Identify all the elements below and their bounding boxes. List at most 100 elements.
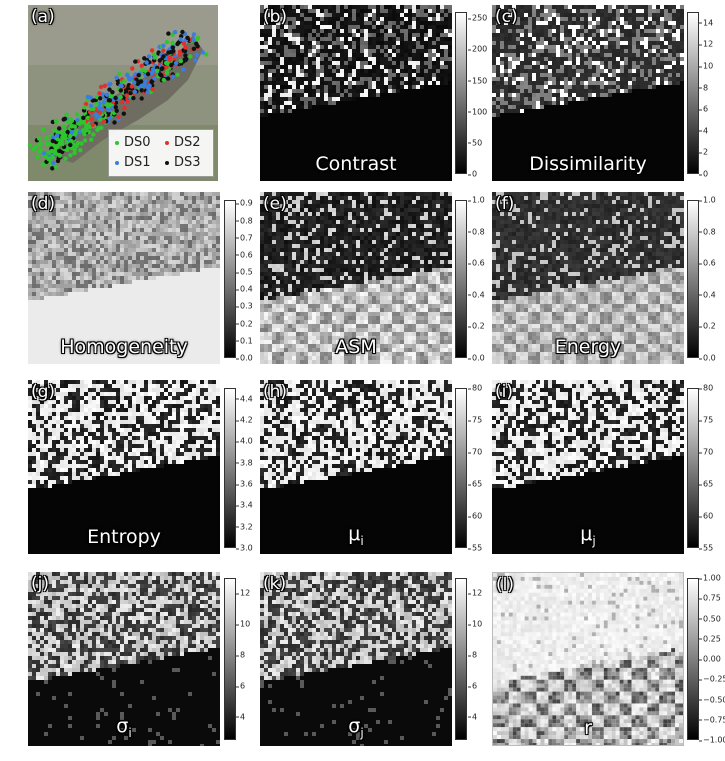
legend-item-ds0: DS0 [115, 135, 151, 150]
colorbar-tick-label: 12 [698, 40, 713, 49]
colorbar [687, 12, 699, 174]
title-main: σ [348, 715, 360, 737]
legend-item-ds2: DS2 [165, 135, 201, 150]
satellite-image-with-ds-points: (a) DS0 DS2 DS1 DS3 [28, 5, 218, 181]
colorbar-tick-label: 0.75 [699, 594, 721, 603]
colorbar-tick-label: 0.00 [699, 655, 721, 664]
map-title: σj [260, 715, 452, 740]
colorbar-tick-label: 250 [467, 14, 487, 23]
colorbar-tick-label: 3.0 [236, 544, 253, 553]
colorbar [224, 578, 236, 740]
colorbar-tick-label: 0.3 [236, 302, 253, 311]
ds3-dot-icon [165, 160, 169, 165]
panel-label: (k) [263, 574, 286, 594]
colorbar-tick-label: 14 [698, 18, 713, 27]
colorbar-tick-label: 3.4 [236, 501, 253, 510]
panel-label: (b) [263, 7, 287, 27]
colorbar-tick-label: 0.8 [236, 216, 253, 225]
panel-label: (g) [31, 382, 55, 402]
ds2-dot-icon [165, 140, 169, 145]
asm-texture [260, 192, 452, 364]
title-sub: j [360, 726, 363, 740]
colorbar [687, 388, 699, 548]
colorbar-tick-label: 0.8 [468, 227, 485, 236]
colorbar-tick-label: 0 [467, 170, 477, 179]
colorbar-tick-label: 75 [467, 416, 482, 425]
dissimilarity-map: (c) Dissimilarity [492, 5, 684, 181]
mean-j-texture [492, 380, 684, 554]
colorbar-tick-label: 0.4 [468, 290, 485, 299]
colorbar-tick-label: 1.00 [699, 574, 721, 583]
colorbar-tick-label: 0.2 [699, 322, 716, 331]
entropy-map: (g) Entropy [28, 380, 220, 554]
colorbar-tick-label: 6 [467, 682, 477, 691]
panel-label: (d) [31, 194, 55, 214]
colorbar-tick-label: 0.8 [699, 227, 716, 236]
colorbar-tick-label: 50 [467, 138, 482, 147]
colorbar-tick-label: 4 [235, 712, 245, 721]
colorbar-tick-label: 75 [698, 416, 713, 425]
colorbar-tick-label: −0.25 [699, 675, 725, 684]
colorbar-tick-label: 6 [698, 105, 708, 114]
colorbar-tick-label: 65 [467, 480, 482, 489]
title-main: σ [116, 715, 128, 737]
colorbar-tick-label: 0.0 [699, 354, 716, 363]
colorbar-tick-label: −0.50 [699, 695, 725, 704]
panel-label: (i) [495, 382, 513, 402]
colorbar-tick-label: 55 [467, 544, 482, 553]
correlation-map: (l) r [492, 572, 684, 746]
std-j-map: (k) σj [260, 572, 452, 746]
contrast-map: (b) Contrast [260, 5, 452, 181]
map-title: Energy [492, 336, 684, 358]
energy-map: (f) Energy [492, 192, 684, 364]
colorbar-tick-label: 4.0 [236, 437, 253, 446]
colorbar-tick-label: 10 [698, 62, 713, 71]
colorbar-tick-label: 55 [698, 544, 713, 553]
map-title: r [493, 717, 683, 739]
panel-label: (l) [496, 575, 514, 595]
colorbar-tick-label: 10 [467, 620, 482, 629]
colorbar-tick-label: 8 [698, 83, 708, 92]
title-sub: i [128, 726, 131, 740]
std-i-map: (j) σi [28, 572, 220, 746]
panel-label: (a) [31, 7, 55, 27]
colorbar-tick-label: 1.0 [699, 196, 716, 205]
correlation-texture [493, 573, 683, 745]
colorbar-tick-label: −1.00 [699, 736, 725, 745]
colorbar-tick-label: 100 [467, 107, 487, 116]
colorbar-tick-label: 0.5 [236, 268, 253, 277]
colorbar-tick-label: 4 [467, 712, 477, 721]
colorbar-tick-label: 4.2 [236, 416, 253, 425]
colorbar [224, 200, 236, 358]
map-title: Homogeneity [28, 336, 220, 358]
map-title: μi [260, 523, 452, 548]
colorbar-tick-label: 60 [467, 512, 482, 521]
asm-map: (e) ASM [260, 192, 452, 364]
std-i-texture [28, 572, 220, 746]
colorbar-tick-label: 0.2 [236, 319, 253, 328]
colorbar [687, 200, 699, 358]
map-title: Contrast [260, 153, 452, 175]
colorbar-tick-label: 60 [698, 512, 713, 521]
colorbar-tick-label: 0.9 [236, 199, 253, 208]
colorbar [455, 388, 467, 548]
colorbar-tick-label: 0.25 [699, 634, 721, 643]
mean-j-map: (i) μj [492, 380, 684, 554]
colorbar-tick-label: 70 [467, 448, 482, 457]
energy-texture [492, 192, 684, 364]
map-title: ASM [260, 336, 452, 358]
colorbar-tick-label: 4.4 [236, 394, 253, 403]
colorbar-tick-label: 3.6 [236, 480, 253, 489]
colorbar-tick-label: 200 [467, 45, 487, 54]
ds0-dot-icon [115, 140, 119, 145]
legend-item-ds1: DS1 [115, 155, 151, 170]
legend-item-ds3: DS3 [165, 155, 201, 170]
colorbar-tick-label: 8 [467, 651, 477, 660]
homogeneity-texture [28, 192, 220, 364]
colorbar [455, 200, 467, 358]
colorbar-tick-label: 0.6 [699, 259, 716, 268]
colorbar-tick-label: 80 [467, 384, 482, 393]
colorbar-tick-label: 1.0 [468, 196, 485, 205]
colorbar-tick-label: 65 [698, 480, 713, 489]
colorbar-tick-label: 0.6 [468, 259, 485, 268]
